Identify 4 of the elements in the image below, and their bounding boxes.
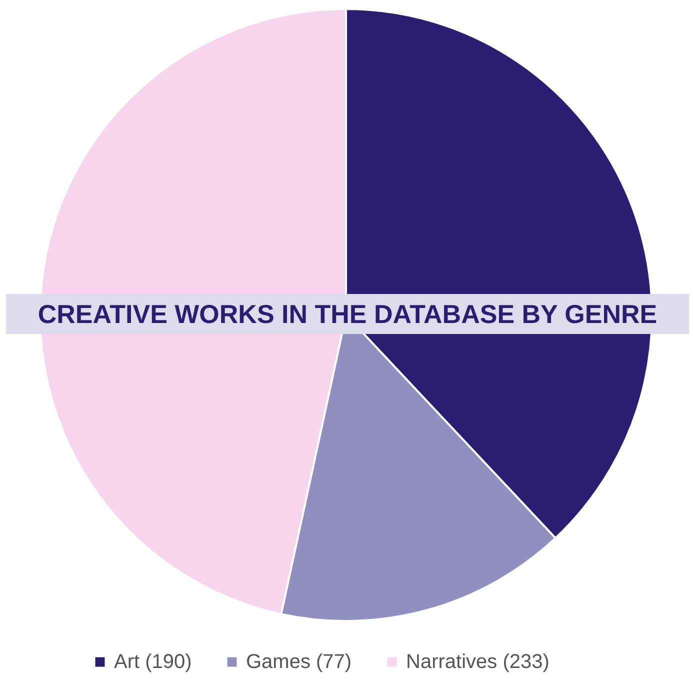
legend-label: Narratives (233) <box>406 651 550 673</box>
text: CREATIVE WORKS IN THE DATABASE BY GENRE <box>6 294 689 334</box>
legend-label: Art (190) <box>114 651 192 673</box>
legend-label: Games (77) <box>246 651 352 673</box>
